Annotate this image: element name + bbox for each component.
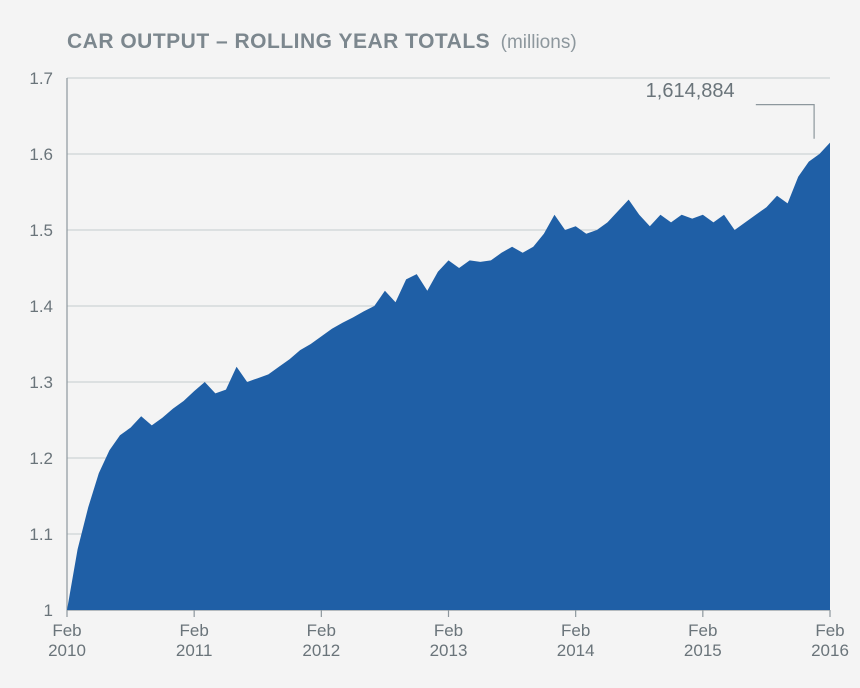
- svg-text:Feb: Feb: [688, 621, 717, 640]
- svg-text:2014: 2014: [557, 641, 595, 660]
- svg-text:Feb: Feb: [434, 621, 463, 640]
- svg-text:Feb: Feb: [815, 621, 844, 640]
- value-callout: 1,614,884: [646, 80, 814, 139]
- svg-text:2011: 2011: [176, 641, 213, 660]
- area-series: [67, 143, 830, 610]
- chart-svg: 11.11.21.31.41.51.61.7 Feb2010Feb2011Feb…: [0, 0, 860, 688]
- svg-text:2010: 2010: [48, 641, 86, 660]
- chart-container: { "chart": { "type": "area", "title_main…: [0, 0, 860, 688]
- svg-text:Feb: Feb: [561, 621, 590, 640]
- svg-text:1.2: 1.2: [29, 449, 53, 468]
- svg-text:2015: 2015: [684, 641, 722, 660]
- svg-text:2012: 2012: [302, 641, 340, 660]
- svg-text:1,614,884: 1,614,884: [646, 80, 735, 102]
- svg-text:1.5: 1.5: [29, 221, 53, 240]
- svg-text:2013: 2013: [430, 641, 468, 660]
- svg-text:Feb: Feb: [180, 621, 209, 640]
- svg-text:1.7: 1.7: [29, 69, 53, 88]
- svg-text:1: 1: [44, 601, 53, 620]
- svg-text:1.4: 1.4: [29, 297, 53, 316]
- svg-text:1.1: 1.1: [29, 525, 53, 544]
- svg-text:1.3: 1.3: [29, 373, 53, 392]
- svg-text:2016: 2016: [811, 641, 849, 660]
- svg-text:1.6: 1.6: [29, 145, 53, 164]
- svg-text:Feb: Feb: [52, 621, 81, 640]
- svg-text:Feb: Feb: [307, 621, 336, 640]
